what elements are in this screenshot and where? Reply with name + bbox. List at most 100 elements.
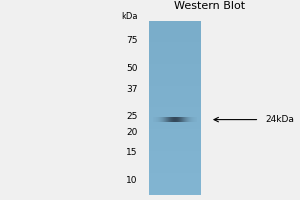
Bar [149,164,201,165]
Bar [149,123,201,125]
Bar [149,159,201,161]
Bar [149,121,201,122]
Bar [149,118,201,119]
Bar [149,128,201,129]
Bar [149,194,201,195]
Bar [149,73,201,75]
Bar [149,57,201,58]
Bar [149,61,201,62]
Bar [149,173,201,175]
Bar [149,145,201,147]
Bar [149,58,201,59]
Bar [149,176,201,177]
Bar [149,104,201,105]
Bar [149,144,201,145]
Bar [149,143,201,144]
Bar [149,33,201,34]
Bar [149,190,201,191]
Bar [149,54,201,55]
Bar [149,130,201,132]
Bar [149,168,201,169]
Bar [149,166,201,168]
Bar [149,100,201,101]
Bar [149,177,201,178]
Bar [149,129,201,130]
Bar [149,113,201,114]
Bar [149,68,201,69]
Bar [149,23,201,25]
Bar [149,163,201,164]
Bar [149,140,201,141]
Bar [149,80,201,82]
Bar [149,147,201,148]
Bar [149,137,201,138]
Bar [149,135,201,136]
Bar [149,86,201,87]
Bar [149,148,201,149]
Bar [149,47,201,48]
Bar [149,21,201,22]
Bar [149,170,201,171]
Bar [149,99,201,100]
Bar [149,70,201,71]
Bar [149,40,201,41]
Bar [149,93,201,94]
Bar [149,50,201,51]
Bar [149,133,201,134]
Bar [149,97,201,98]
Bar [149,107,201,108]
Bar [149,141,201,142]
Bar [149,132,201,133]
Bar [149,66,201,68]
Bar [149,105,201,106]
Bar [149,186,201,187]
Bar [149,151,201,152]
Bar [149,49,201,50]
Bar [149,134,201,135]
Bar [149,126,201,127]
Bar [149,120,201,121]
Bar [149,171,201,172]
Bar [149,43,201,44]
Bar [149,161,201,162]
Text: 24kDa: 24kDa [265,115,294,124]
Bar [149,25,201,26]
Bar [149,109,201,111]
Bar [149,127,201,128]
Text: 10: 10 [126,176,137,185]
Bar [149,56,201,57]
Bar [149,55,201,56]
Bar [149,178,201,179]
Bar [149,162,201,163]
Bar [149,65,201,66]
Bar [149,44,201,45]
Bar [149,63,201,64]
Bar [149,193,201,194]
Bar [149,64,201,65]
Bar [149,31,201,33]
Bar [149,79,201,80]
Bar [149,101,201,102]
Bar [149,26,201,27]
Bar [149,38,201,40]
Bar [149,156,201,157]
Bar [149,142,201,143]
Bar [149,29,201,30]
Bar [149,165,201,166]
Bar [149,35,201,36]
Bar [149,45,201,47]
Bar [149,119,201,120]
Bar [149,157,201,158]
Bar [149,98,201,99]
Bar [149,92,201,93]
Bar [149,28,201,29]
Bar [149,191,201,192]
Bar [149,87,201,88]
Bar [149,136,201,137]
Bar [149,183,201,184]
Bar [149,27,201,28]
Bar [149,175,201,176]
Bar [149,48,201,49]
Bar [149,75,201,76]
Bar [149,94,201,95]
